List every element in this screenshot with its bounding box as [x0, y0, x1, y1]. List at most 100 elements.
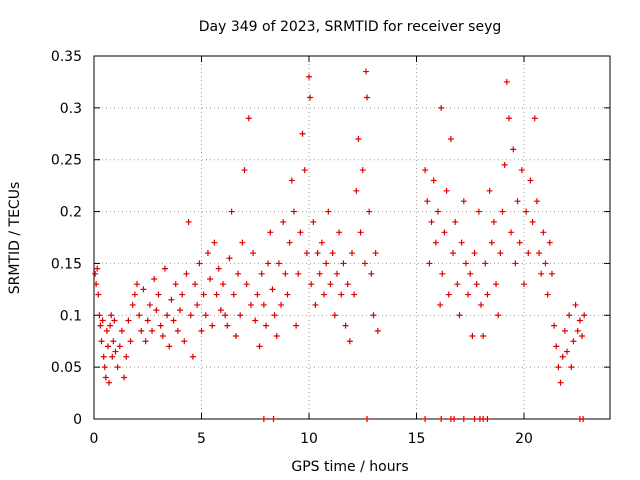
y-tick-label: 0	[73, 412, 82, 428]
x-tick-label: 15	[408, 431, 426, 447]
data-point	[359, 167, 366, 174]
data-point	[95, 291, 102, 298]
data-point	[134, 281, 140, 288]
data-point	[374, 327, 381, 334]
data-point	[344, 281, 351, 288]
x-tick-label: 5	[197, 431, 206, 447]
data-point	[181, 338, 188, 345]
data-point	[307, 94, 314, 101]
y-tick-label: 0.1	[60, 308, 82, 324]
data-point	[544, 291, 551, 298]
data-point	[557, 379, 564, 386]
data-point	[495, 312, 502, 319]
data-point	[260, 416, 267, 422]
data-point	[144, 317, 151, 324]
data-point	[372, 250, 379, 257]
data-point	[467, 270, 474, 277]
data-point	[342, 322, 349, 329]
data-point	[536, 250, 543, 257]
data-point	[516, 239, 523, 246]
data-point	[312, 301, 319, 308]
data-point	[127, 338, 134, 345]
data-point	[349, 250, 355, 257]
data-point	[247, 301, 254, 308]
data-point	[488, 239, 495, 246]
data-point	[314, 250, 321, 257]
data-point	[484, 291, 491, 298]
data-point	[336, 229, 343, 236]
data-point	[501, 161, 508, 168]
data-point	[357, 229, 364, 236]
data-point	[486, 187, 493, 194]
data-point	[471, 416, 478, 422]
y-tick-label: 0.2	[60, 205, 82, 221]
y-axis-label: SRMTID / TECUs	[7, 182, 23, 295]
data-point	[451, 416, 458, 422]
data-point	[523, 208, 530, 215]
data-point	[426, 260, 433, 267]
data-point	[450, 250, 457, 257]
data-point	[116, 343, 123, 350]
data-point	[280, 218, 287, 225]
data-point	[220, 281, 226, 288]
data-point	[226, 255, 233, 262]
data-point	[531, 115, 538, 122]
data-point	[432, 239, 439, 246]
data-point	[325, 208, 332, 215]
data-point	[572, 301, 579, 308]
data-point	[306, 73, 312, 80]
data-point	[443, 187, 450, 194]
x-tick-label: 10	[300, 431, 318, 447]
data-point	[438, 416, 445, 422]
data-point	[118, 327, 125, 334]
data-point	[155, 291, 162, 298]
data-point	[576, 317, 583, 324]
data-point	[437, 301, 444, 308]
data-point	[177, 307, 183, 314]
data-point	[456, 312, 463, 319]
data-point	[209, 322, 216, 329]
data-point	[580, 416, 587, 422]
data-point	[282, 270, 289, 277]
data-point	[514, 198, 521, 205]
data-point	[512, 260, 519, 267]
data-point	[316, 270, 323, 277]
data-point	[157, 322, 164, 329]
data-point	[329, 250, 336, 257]
x-tick-label: 0	[90, 431, 99, 447]
data-point	[471, 250, 478, 257]
data-point	[189, 353, 196, 360]
data-point	[114, 364, 121, 371]
data-point	[235, 270, 242, 277]
data-point	[555, 364, 562, 371]
x-axis-label: GPS time / hours	[291, 459, 408, 475]
data-point	[527, 177, 534, 184]
data-point	[478, 301, 484, 308]
data-point	[161, 265, 168, 272]
data-point	[198, 327, 205, 334]
data-point	[96, 312, 103, 319]
y-tick-label: 0.25	[51, 153, 82, 169]
data-point	[123, 353, 130, 360]
data-point	[469, 333, 476, 340]
data-point	[439, 270, 446, 277]
data-point	[131, 291, 138, 298]
data-point	[275, 260, 282, 267]
data-point	[454, 281, 461, 288]
data-point	[121, 374, 128, 381]
data-point	[179, 291, 186, 298]
data-point	[473, 281, 480, 288]
plot-frame	[93, 55, 611, 420]
data-point	[368, 270, 375, 277]
data-point	[579, 333, 586, 340]
data-point	[327, 281, 334, 288]
y-axis: 0 0.05 0.1 0.15 0.2 0.25 0.3 0.35	[51, 49, 610, 428]
data-point	[142, 338, 149, 345]
data-point	[217, 307, 224, 314]
data-point	[250, 250, 257, 257]
data-point	[510, 146, 517, 153]
data-point	[263, 322, 269, 329]
data-point	[153, 307, 160, 314]
data-point	[351, 291, 358, 298]
data-point	[422, 416, 429, 422]
